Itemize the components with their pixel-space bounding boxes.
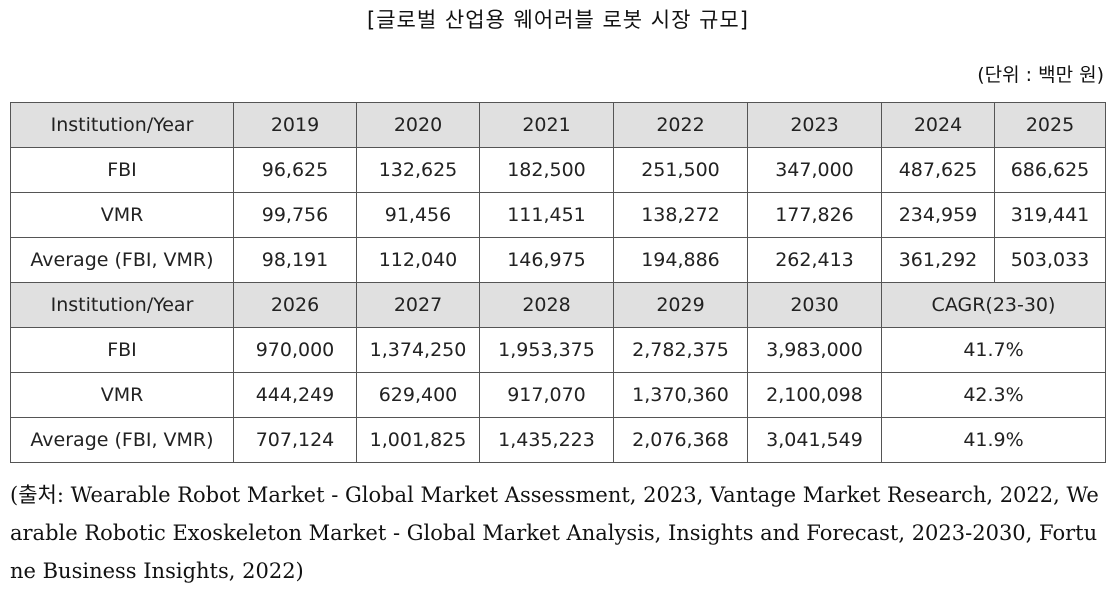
header-cell: Institution/Year [10, 282, 234, 328]
header-row-2: Institution/Year 2026 2027 2028 2029 203… [10, 282, 1106, 328]
table-cell: 112,040 [356, 237, 480, 283]
table-cell: 262,413 [747, 237, 882, 283]
table-cell: 111,451 [479, 192, 614, 238]
cagr-cell: 42.3% [881, 372, 1106, 418]
header-cell: 2019 [233, 102, 357, 148]
source-citation: (출처: Wearable Robot Market - Global Mark… [10, 483, 1099, 583]
header-cell: Institution/Year [10, 102, 234, 148]
table-cell: 2,782,375 [613, 327, 748, 373]
header-cell: 2024 [881, 102, 995, 148]
header-cell: 2020 [356, 102, 480, 148]
unit-label: (단위 : 백만 원) [977, 64, 1104, 86]
table-row: VMR 99,756 91,456 111,451 138,272 177,82… [10, 192, 1106, 238]
row-label-cell: Average (FBI, VMR) [10, 417, 234, 463]
header-cell-cagr: CAGR(23-30) [881, 282, 1106, 328]
row-label-cell: FBI [10, 327, 234, 373]
row-label-cell: VMR [10, 192, 234, 238]
table-cell: 98,191 [233, 237, 357, 283]
header-cell: 2028 [479, 282, 614, 328]
table-title: [글로벌 산업용 웨어러블 로봇 시장 규모] [367, 8, 749, 32]
header-cell: 2022 [613, 102, 748, 148]
table-cell: 707,124 [233, 417, 357, 463]
table-cell: 194,886 [613, 237, 748, 283]
table-cell: 629,400 [356, 372, 480, 418]
header-cell: 2030 [747, 282, 882, 328]
table-cell: 487,625 [881, 147, 995, 193]
table-cell: 96,625 [233, 147, 357, 193]
cagr-cell: 41.7% [881, 327, 1106, 373]
header-row-1: Institution/Year 2019 2020 2021 2022 202… [10, 102, 1106, 148]
table-cell: 99,756 [233, 192, 357, 238]
table-cell: 917,070 [479, 372, 614, 418]
market-size-table: Institution/Year 2019 2020 2021 2022 202… [10, 102, 1106, 463]
table-cell: 970,000 [233, 327, 357, 373]
table-cell: 1,953,375 [479, 327, 614, 373]
table-row: FBI 96,625 132,625 182,500 251,500 347,0… [10, 147, 1106, 193]
table-cell: 503,033 [994, 237, 1106, 283]
header-cell: 2026 [233, 282, 357, 328]
row-label-cell: Average (FBI, VMR) [10, 237, 234, 283]
table-cell: 1,374,250 [356, 327, 480, 373]
table-row: FBI 970,000 1,374,250 1,953,375 2,782,37… [10, 327, 1106, 373]
table-row: Average (FBI, VMR) 707,124 1,001,825 1,4… [10, 417, 1106, 463]
table-cell: 686,625 [994, 147, 1106, 193]
table-cell: 138,272 [613, 192, 748, 238]
table-cell: 1,001,825 [356, 417, 480, 463]
table-cell: 251,500 [613, 147, 748, 193]
table-cell: 182,500 [479, 147, 614, 193]
table-cell: 177,826 [747, 192, 882, 238]
row-label-cell: VMR [10, 372, 234, 418]
table-cell: 146,975 [479, 237, 614, 283]
header-cell: 2029 [613, 282, 748, 328]
table-cell: 444,249 [233, 372, 357, 418]
table-cell: 361,292 [881, 237, 995, 283]
table-cell: 3,041,549 [747, 417, 882, 463]
header-cell: 2021 [479, 102, 614, 148]
table-cell: 319,441 [994, 192, 1106, 238]
table-cell: 91,456 [356, 192, 480, 238]
table-cell: 234,959 [881, 192, 995, 238]
row-label-cell: FBI [10, 147, 234, 193]
table-cell: 3,983,000 [747, 327, 882, 373]
table-cell: 2,100,098 [747, 372, 882, 418]
table-cell: 1,435,223 [479, 417, 614, 463]
table-row: Average (FBI, VMR) 98,191 112,040 146,97… [10, 237, 1106, 283]
table-cell: 1,370,360 [613, 372, 748, 418]
table-cell: 2,076,368 [613, 417, 748, 463]
table-cell: 132,625 [356, 147, 480, 193]
header-cell: 2023 [747, 102, 882, 148]
header-cell: 2025 [994, 102, 1106, 148]
cagr-cell: 41.9% [881, 417, 1106, 463]
table-cell: 347,000 [747, 147, 882, 193]
header-cell: 2027 [356, 282, 480, 328]
table-row: VMR 444,249 629,400 917,070 1,370,360 2,… [10, 372, 1106, 418]
